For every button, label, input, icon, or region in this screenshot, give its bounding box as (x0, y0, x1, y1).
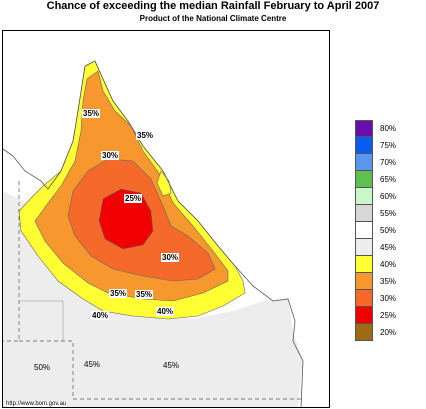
legend-label: 30% (380, 294, 397, 303)
legend-item: 50% (355, 222, 417, 239)
gulf-coastline (3, 65, 86, 190)
legend-swatch (355, 154, 373, 171)
legend-item: 60% (355, 188, 417, 205)
legend-swatch (355, 290, 373, 307)
legend-swatch (355, 205, 373, 222)
zone-40-percent-coast (156, 170, 172, 197)
legend-item: 80% (355, 120, 417, 137)
southern-land-area (3, 191, 303, 407)
legend-item: 65% (355, 171, 417, 188)
state-border-nt (3, 181, 20, 342)
legend-label: 55% (380, 209, 397, 218)
legend-swatch (355, 188, 373, 205)
queensland-coastline (84, 60, 304, 407)
legend-swatch (355, 171, 373, 188)
legend-item: 25% (355, 307, 417, 324)
queensland-map-graphic (3, 60, 304, 407)
contour-label-40-west: 40% (91, 311, 110, 320)
southern-region-outline (19, 300, 64, 341)
region-label-nt: 50% (34, 363, 51, 372)
legend-item: 35% (355, 273, 417, 290)
contour-label-35-north: 35% (82, 109, 101, 118)
legend-swatch (355, 307, 373, 324)
legend-label: 75% (380, 141, 397, 150)
legend-label: 50% (380, 226, 397, 235)
legend-item: 40% (355, 256, 417, 273)
legend-item: 45% (355, 239, 417, 256)
state-border-south (19, 340, 301, 400)
legend-label: 65% (380, 175, 397, 184)
contour-label-40-east: 40% (156, 307, 175, 316)
zone-25-percent (98, 188, 154, 250)
legend-swatch (355, 137, 373, 154)
region-label-sw-inland: 45% (84, 360, 101, 369)
legend-item: 30% (355, 290, 417, 307)
legend-label: 40% (380, 260, 397, 269)
legend-item: 70% (355, 154, 417, 171)
legend-label: 35% (380, 277, 397, 286)
legend-label: 45% (380, 243, 397, 252)
legend-label: 20% (380, 328, 397, 337)
rainfall-map: 35% 35% 30% 25% 30% 35% 35% 40% 40% 50% … (2, 30, 330, 408)
contour-label-30-south: 30% (161, 253, 180, 262)
contour-label-35-southwest: 35% (109, 289, 128, 298)
contour-label-35-cape: 35% (136, 131, 155, 140)
contour-label-35-south: 35% (135, 290, 154, 299)
region-label-se-inland: 45% (163, 361, 180, 370)
legend-swatch (355, 239, 373, 256)
legend-item: 55% (355, 205, 417, 222)
contour-label-30-north: 30% (101, 151, 120, 160)
legend-item: 20% (355, 324, 417, 341)
legend-swatch (355, 222, 373, 239)
legend-swatch (355, 273, 373, 290)
source-url: http://www.bom.gov.au (5, 401, 68, 407)
legend-label: 80% (380, 124, 397, 133)
legend-swatch (355, 256, 373, 273)
map-title: Chance of exceeding the median Rainfall … (46, 0, 380, 12)
map-subtitle: Product of the National Climate Centre (139, 14, 287, 23)
legend-swatch (355, 324, 373, 341)
legend-swatch (355, 120, 373, 137)
legend-item: 75% (355, 137, 417, 154)
legend-label: 70% (380, 158, 397, 167)
legend-label: 60% (380, 192, 397, 201)
contour-label-25: 25% (124, 194, 143, 203)
legend-label: 25% (380, 311, 397, 320)
